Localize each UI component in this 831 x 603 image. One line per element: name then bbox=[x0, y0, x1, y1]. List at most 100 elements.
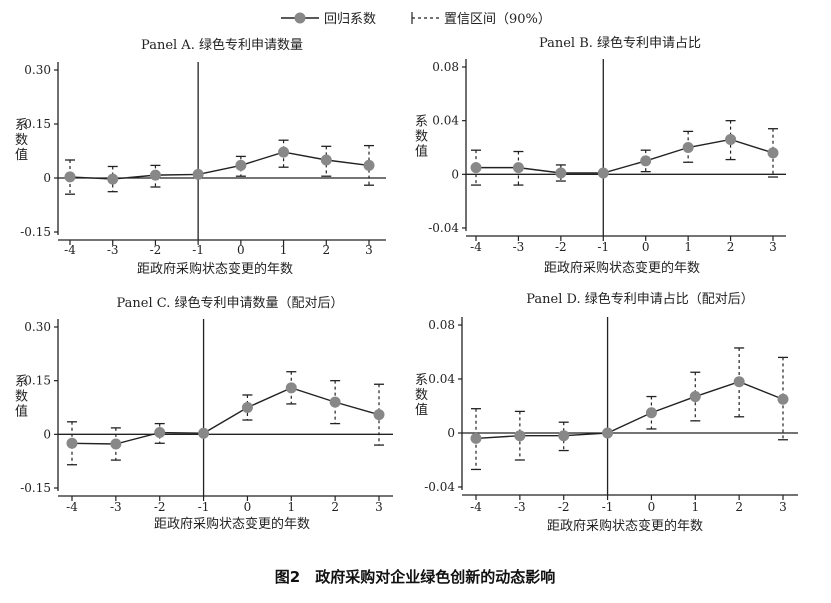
data-point bbox=[689, 391, 701, 403]
data-point bbox=[241, 402, 253, 413]
x-tick-label: -4 bbox=[470, 240, 482, 254]
x-tick-label: 0 bbox=[642, 240, 650, 254]
y-tick-label: 0 bbox=[43, 171, 51, 185]
ci-bar bbox=[286, 371, 297, 405]
data-point bbox=[198, 427, 210, 439]
y-axis-label: 系数值 bbox=[415, 373, 428, 418]
data-point bbox=[278, 146, 290, 158]
y-tick-label: 0.04 bbox=[428, 372, 455, 386]
x-tick-label: -2 bbox=[558, 500, 570, 514]
data-point bbox=[107, 173, 119, 185]
x-axis-label: 距政府采购状态变更的年数 bbox=[544, 260, 700, 276]
data-point bbox=[725, 133, 737, 145]
x-tick-label: 1 bbox=[280, 243, 288, 257]
y-tick-label: -0.15 bbox=[20, 225, 51, 239]
data-point bbox=[777, 393, 789, 405]
panel-a-title: Panel A. 绿色专利申请数量 bbox=[141, 37, 303, 53]
x-tick-label: 0 bbox=[648, 500, 656, 514]
x-tick-label: 1 bbox=[287, 500, 295, 514]
x-tick-label: -3 bbox=[513, 240, 525, 254]
legend: 回归系数 置信区间（90%） bbox=[281, 12, 551, 27]
y-axis-label: 系数值 bbox=[15, 375, 28, 420]
ci-bar bbox=[640, 149, 651, 173]
data-point bbox=[363, 159, 375, 171]
x-tick-label: -4 bbox=[470, 500, 482, 514]
data-point bbox=[597, 167, 609, 179]
panel-d-title: Panel D. 绿色专利申请占比（配对后） bbox=[526, 291, 754, 307]
x-tick-label: -1 bbox=[602, 500, 614, 514]
y-tick-label: 0.15 bbox=[24, 374, 51, 388]
x-tick-label: 2 bbox=[331, 500, 339, 514]
x-tick-label: 3 bbox=[365, 243, 373, 257]
data-point bbox=[235, 159, 247, 171]
y-tick-label: 0 bbox=[451, 167, 459, 181]
y-tick-label: 0.04 bbox=[432, 114, 459, 128]
data-point bbox=[558, 430, 570, 442]
data-point bbox=[733, 376, 745, 388]
legend-series-label: 回归系数 bbox=[324, 12, 376, 27]
ci-bar bbox=[330, 380, 341, 425]
data-point bbox=[645, 407, 657, 419]
data-point bbox=[192, 168, 204, 180]
y-tick-label: -0.04 bbox=[424, 480, 455, 494]
x-tick-label: 0 bbox=[237, 243, 245, 257]
series-line bbox=[476, 138, 774, 174]
x-tick-label: -3 bbox=[514, 500, 526, 514]
x-tick-label: 2 bbox=[322, 243, 330, 257]
x-tick-label: 2 bbox=[735, 500, 743, 514]
ci-bar bbox=[471, 149, 481, 186]
data-point bbox=[320, 154, 332, 166]
x-axis-label: 距政府采购状态变更的年数 bbox=[547, 518, 703, 534]
data-point bbox=[329, 396, 341, 408]
legend-marker-swatch bbox=[294, 12, 306, 24]
ci-bar bbox=[683, 130, 694, 163]
series-line bbox=[475, 380, 784, 440]
x-tick-label: -2 bbox=[555, 240, 567, 254]
y-axis-label: 系数值 bbox=[15, 118, 28, 163]
panel-b: Panel B. 绿色专利申请占比 -0.04 0 0.04 0.08 -4 -3 -2 -1 0… bbox=[415, 35, 786, 276]
data-point bbox=[470, 162, 482, 174]
data-point bbox=[470, 432, 482, 444]
x-tick-label: 0 bbox=[244, 500, 252, 514]
ci-bar bbox=[110, 427, 121, 461]
data-point bbox=[110, 438, 122, 450]
y-tick-label: 0.30 bbox=[24, 320, 51, 334]
data-point bbox=[149, 169, 161, 181]
x-tick-label: 3 bbox=[779, 500, 787, 514]
x-tick-label: 2 bbox=[727, 240, 735, 254]
series-line bbox=[69, 151, 370, 180]
ci-bar bbox=[235, 155, 246, 177]
x-tick-label: 1 bbox=[684, 240, 692, 254]
y-tick-label: 0.08 bbox=[432, 60, 459, 74]
data-point bbox=[66, 437, 78, 449]
x-tick-label: 3 bbox=[769, 240, 777, 254]
data-point bbox=[154, 427, 166, 439]
x-tick-label: -4 bbox=[64, 243, 76, 257]
panel-c: Panel C. 绿色专利申请数量（配对后） -0.15 0 0.15 0.30 -4 -3… bbox=[15, 295, 393, 532]
data-point bbox=[512, 162, 524, 174]
data-point bbox=[602, 427, 614, 439]
y-tick-label: -0.04 bbox=[428, 221, 459, 235]
ci-bar bbox=[734, 347, 745, 418]
data-point bbox=[555, 167, 567, 179]
series-line bbox=[71, 387, 380, 445]
data-point bbox=[767, 147, 779, 159]
ci-bar bbox=[150, 164, 161, 188]
panel-c-title: Panel C. 绿色专利申请数量（配对后） bbox=[116, 295, 343, 311]
data-point bbox=[285, 382, 297, 394]
ci-bar bbox=[67, 421, 77, 466]
ci-bar bbox=[513, 150, 524, 186]
x-tick-label: 1 bbox=[691, 500, 699, 514]
y-tick-label: 0.30 bbox=[24, 63, 51, 77]
panel-d: Panel D. 绿色专利申请占比（配对后） -0.04 0 0.04 0.08 -4 -3… bbox=[415, 291, 798, 534]
y-tick-label: -0.15 bbox=[20, 481, 51, 495]
panel-b-title: Panel B. 绿色专利申请占比 bbox=[539, 35, 701, 51]
data-point bbox=[373, 409, 385, 421]
ci-bar bbox=[154, 422, 165, 444]
data-point bbox=[640, 155, 652, 167]
x-tick-label: -3 bbox=[107, 243, 119, 257]
x-axis-label: 距政府采购状态变更的年数 bbox=[154, 516, 310, 532]
figure-caption: 图2 政府采购对企业绿色创新的动态影响 bbox=[275, 568, 555, 586]
ci-bar bbox=[778, 356, 788, 441]
